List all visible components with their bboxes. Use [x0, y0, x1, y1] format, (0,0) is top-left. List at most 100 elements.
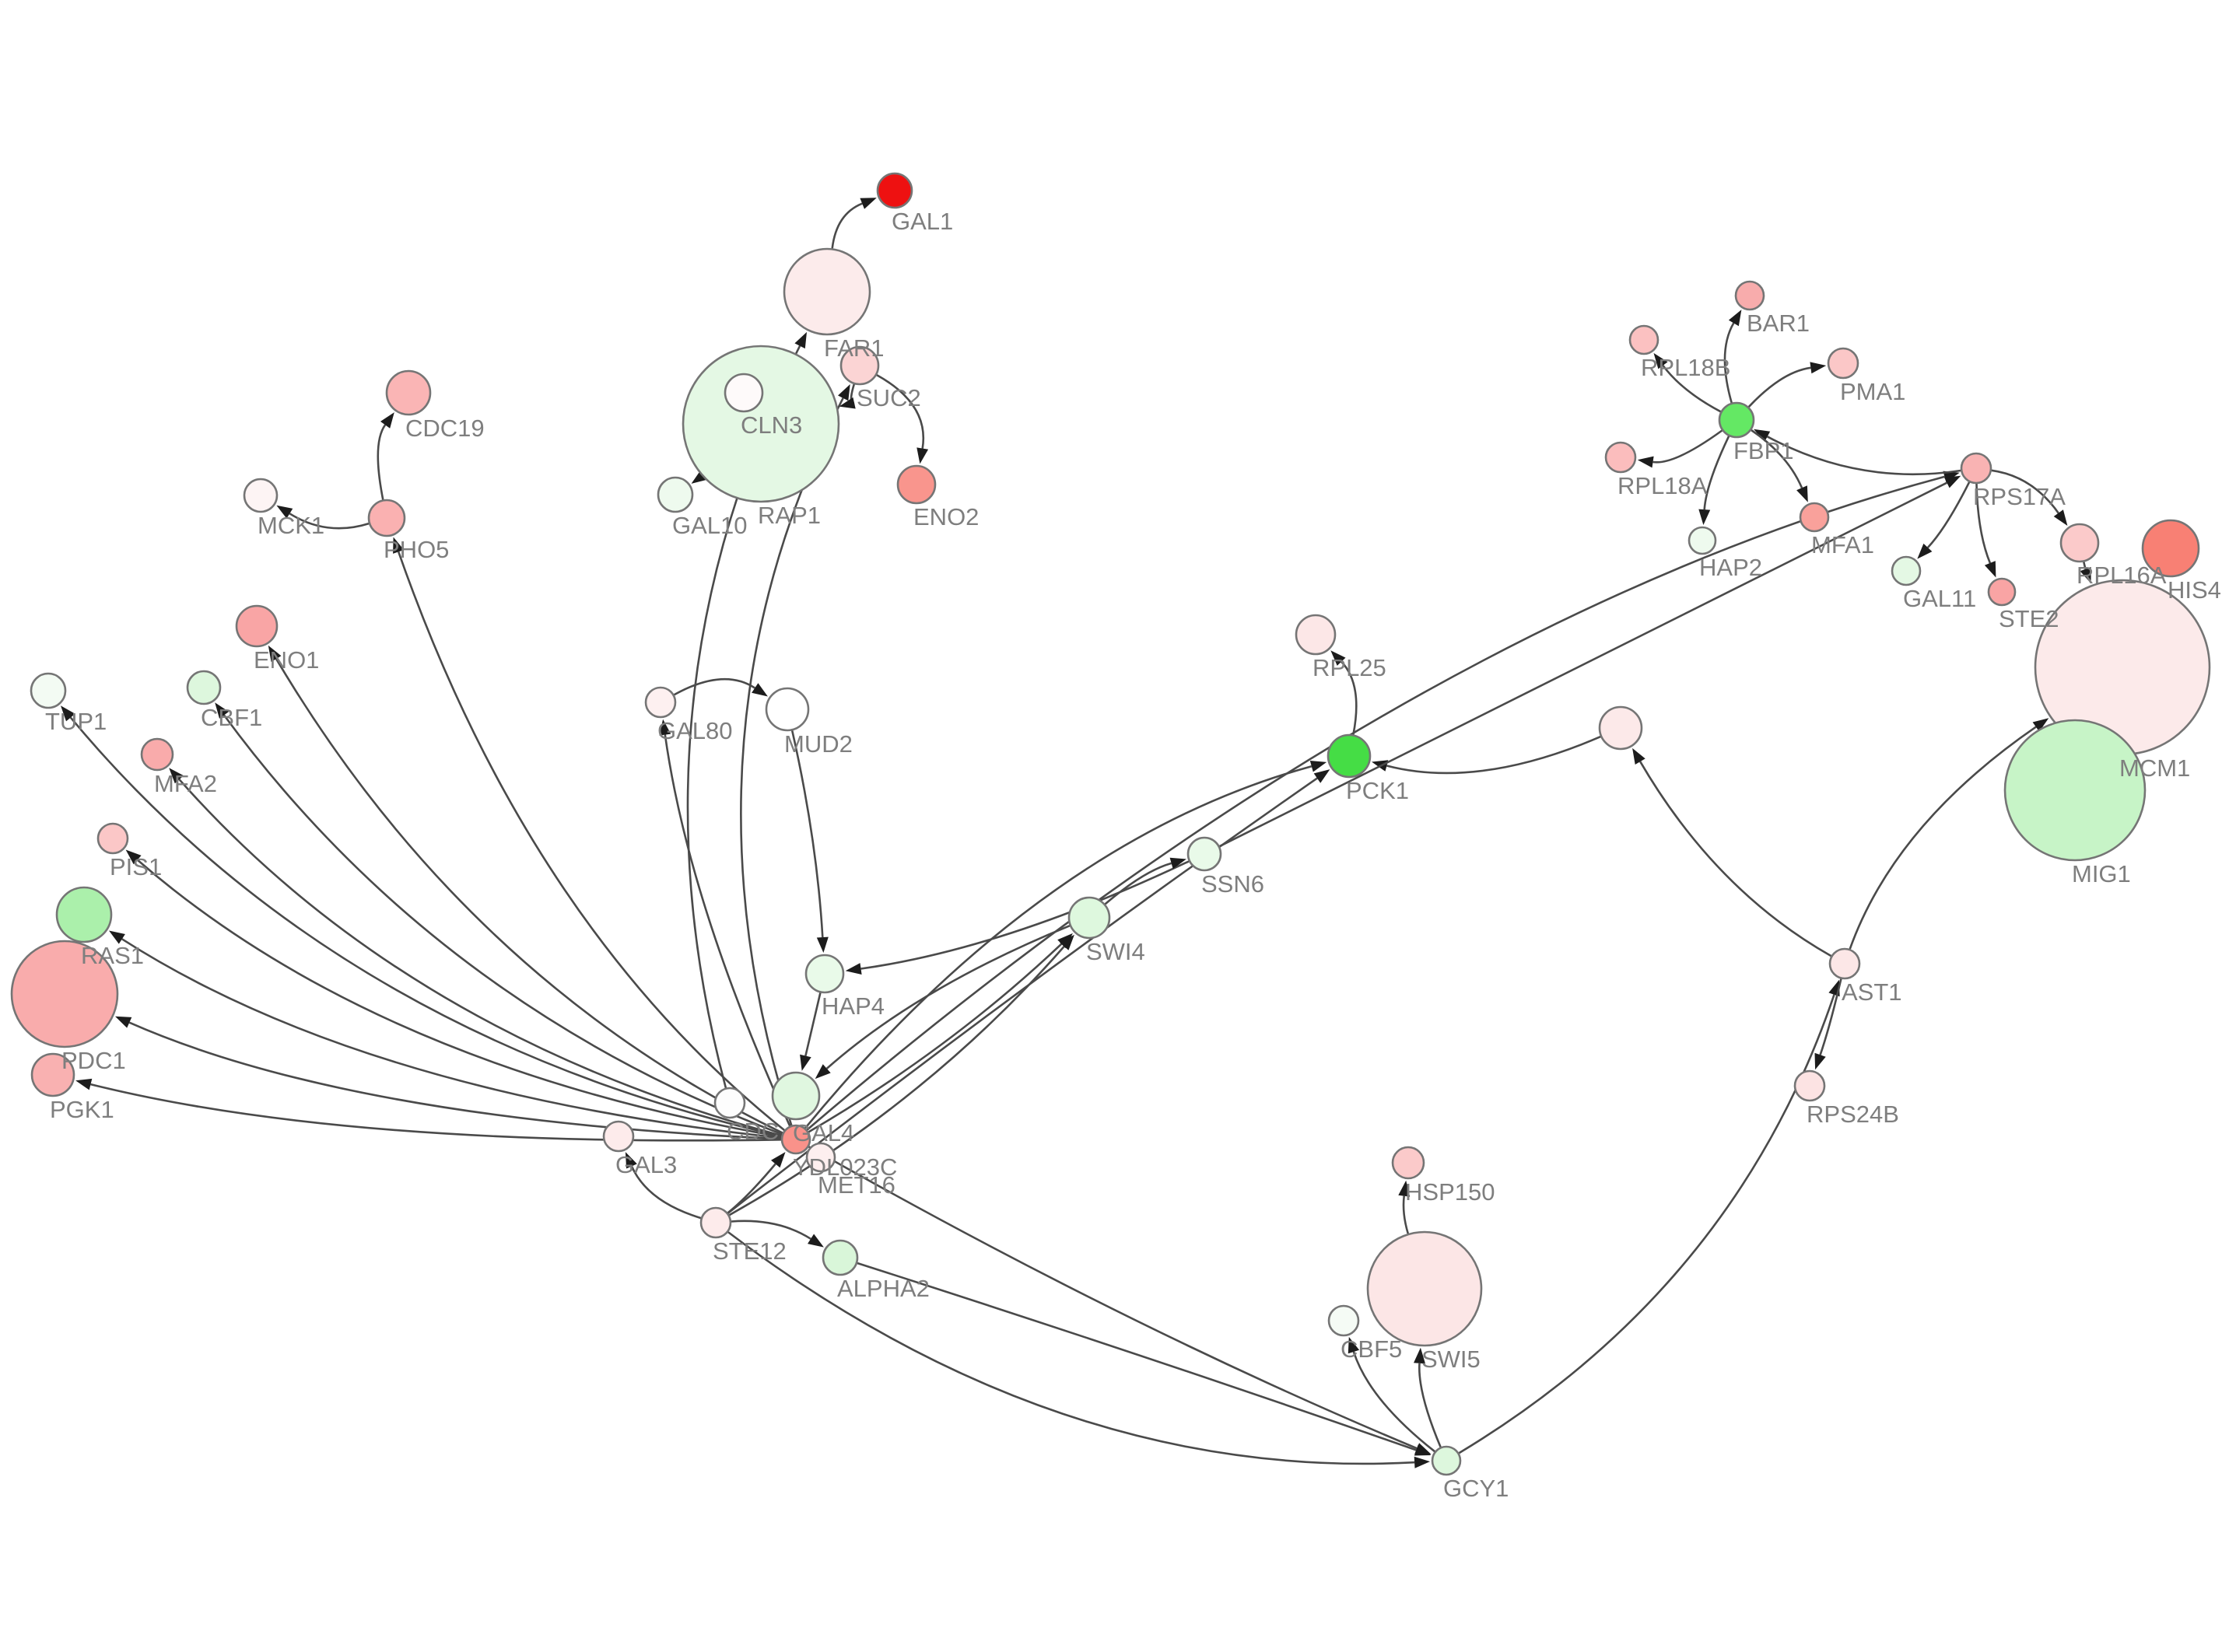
- node-mig1[interactable]: [2003, 719, 2147, 862]
- edge-hap4-gal4[interactable]: [804, 992, 822, 1056]
- edge-gcy1-cbf5[interactable]: [1352, 1351, 1435, 1453]
- node-cbf5[interactable]: [1327, 1304, 1360, 1337]
- edge-gal80-mud2[interactable]: [673, 677, 755, 696]
- edge-gcy1-ast1[interactable]: [1458, 994, 1835, 1454]
- node-gal80[interactable]: [644, 686, 677, 719]
- edge-ast1-mcm1[interactable]: [1849, 726, 2037, 950]
- node-hap4[interactable]: [804, 954, 845, 994]
- edge-alpha2-gcy1[interactable]: [857, 1262, 1417, 1451]
- node-bar1[interactable]: [1734, 280, 1765, 311]
- edge-ydl023c-pdc1[interactable]: [128, 1021, 782, 1140]
- edge-ydl023c-gcy1[interactable]: [808, 1146, 1418, 1450]
- node-gcy1[interactable]: [1431, 1445, 1462, 1476]
- edge-ydl023c-eno1[interactable]: [275, 658, 783, 1134]
- node-rpl16a[interactable]: [2059, 523, 2100, 563]
- edge-ydl023c-pgk1[interactable]: [90, 1083, 782, 1142]
- node-ste12[interactable]: [699, 1206, 732, 1239]
- node-pdc1[interactable]: [10, 940, 119, 1048]
- node-pck1[interactable]: [1327, 733, 1372, 779]
- node-mfa1[interactable]: [1799, 502, 1830, 533]
- edge-fbp1-bar1[interactable]: [1723, 322, 1735, 404]
- node-ssn6[interactable]: [1186, 836, 1222, 872]
- edge-swi5-hsp150[interactable]: [1402, 1195, 1410, 1234]
- edge-ydl023c-pck1[interactable]: [804, 765, 1313, 1129]
- edge-ydl023c-pho5[interactable]: [397, 551, 786, 1132]
- node-pgk1[interactable]: [30, 1052, 75, 1097]
- node-pma1[interactable]: [1827, 347, 1859, 380]
- node-rpl25[interactable]: [1295, 614, 1337, 656]
- edge-gcy1-swi5[interactable]: [1418, 1363, 1442, 1448]
- node-alpha2[interactable]: [822, 1239, 859, 1276]
- edge-rpl16a-mcm1[interactable]: [2083, 562, 2087, 570]
- node-rpl18a[interactable]: [1604, 441, 1637, 474]
- node-mfa2[interactable]: [140, 737, 174, 772]
- node-nodex[interactable]: [1598, 705, 1643, 751]
- node-tup1[interactable]: [30, 672, 67, 709]
- node-eno2[interactable]: [896, 464, 937, 505]
- edge-pck1-rpl25[interactable]: [1341, 660, 1358, 735]
- edge-ste12-gal3[interactable]: [630, 1165, 702, 1220]
- node-gal4[interactable]: [771, 1071, 821, 1121]
- node-rap1[interactable]: [682, 345, 840, 503]
- edge-ste12-gcy1[interactable]: [727, 1231, 1415, 1465]
- node-gal1[interactable]: [876, 172, 913, 209]
- edge-pho5-cdc19[interactable]: [377, 424, 387, 500]
- edge-suc2-eno2[interactable]: [876, 373, 925, 449]
- edge-mud2-hap4[interactable]: [790, 730, 824, 938]
- node-rps17a[interactable]: [1960, 452, 1992, 485]
- node-cdc28[interactable]: [713, 1087, 746, 1119]
- edge-ast1-nodex[interactable]: [1639, 761, 1832, 957]
- edge-ste12-alpha2[interactable]: [731, 1220, 811, 1240]
- edge-far1-gal1[interactable]: [831, 202, 863, 249]
- edge-fbp1-rpl18b[interactable]: [1662, 365, 1722, 413]
- node-gal10[interactable]: [657, 476, 694, 513]
- node-ste2[interactable]: [1987, 577, 2017, 607]
- edge-ste12-ydl023c[interactable]: [727, 1163, 776, 1214]
- edge-fbp1-hap2[interactable]: [1703, 436, 1730, 510]
- node-swi5[interactable]: [1366, 1230, 1483, 1347]
- node-ast1[interactable]: [1828, 947, 1861, 980]
- edge-ssn6-hap4[interactable]: [860, 860, 1190, 970]
- edge-swi4-gal4[interactable]: [825, 924, 1071, 1069]
- edge-rps17a-ste2[interactable]: [1975, 483, 1992, 564]
- edge-ydl023c-cbf1[interactable]: [223, 714, 783, 1136]
- node-his4[interactable]: [2141, 519, 2200, 578]
- node-suc2[interactable]: [839, 345, 880, 386]
- edge-rps17a-rpl16a[interactable]: [1991, 469, 2059, 514]
- node-ras1[interactable]: [55, 886, 113, 943]
- edge-pho5-mck1[interactable]: [289, 513, 370, 530]
- edge-swi4-ssn6[interactable]: [1104, 862, 1172, 905]
- node-rpl18b[interactable]: [1628, 324, 1659, 355]
- edge-rps17a-gal11[interactable]: [1926, 481, 1971, 548]
- node-cdc19[interactable]: [385, 369, 432, 416]
- node-mud2[interactable]: [765, 687, 810, 732]
- node-gal3[interactable]: [602, 1120, 635, 1153]
- node-swi4[interactable]: [1067, 896, 1111, 940]
- node-mck1[interactable]: [243, 478, 279, 513]
- edge-rps17a-fbp1[interactable]: [1766, 436, 1961, 476]
- edge-ydl023c-tup1[interactable]: [69, 716, 782, 1138]
- edge-ydl023c-rps17a[interactable]: [806, 475, 1945, 1131]
- edge-ydl023c-ras1[interactable]: [121, 938, 782, 1139]
- edge-ydl023c-swi4[interactable]: [808, 943, 1063, 1133]
- edge-ast1-rps24b[interactable]: [1819, 978, 1842, 1055]
- edge-fbp1-mfa1[interactable]: [1751, 429, 1803, 488]
- node-eno1[interactable]: [235, 604, 279, 648]
- node-cbf1[interactable]: [186, 670, 222, 705]
- edge-ydl023c-mfa2[interactable]: [178, 779, 782, 1137]
- node-rps24b[interactable]: [1793, 1069, 1826, 1102]
- node-met16[interactable]: [805, 1142, 836, 1173]
- node-gal11[interactable]: [1891, 555, 1922, 586]
- node-cln3[interactable]: [724, 373, 764, 413]
- edge-ssn6-rps17a[interactable]: [1219, 481, 1947, 848]
- node-pho5[interactable]: [367, 499, 406, 537]
- node-hsp150[interactable]: [1391, 1146, 1425, 1180]
- edge-ste12-swi4[interactable]: [728, 946, 1065, 1216]
- edge-ydl023c-suc2[interactable]: [740, 397, 844, 1126]
- node-hap2[interactable]: [1688, 526, 1717, 555]
- edge-ydl023c-pis1[interactable]: [136, 859, 782, 1138]
- edge-fbp1-pma1[interactable]: [1747, 366, 1811, 408]
- edge-ydl023c-gal80[interactable]: [664, 734, 791, 1127]
- node-ydl023c[interactable]: [780, 1124, 811, 1155]
- node-far1[interactable]: [783, 247, 871, 336]
